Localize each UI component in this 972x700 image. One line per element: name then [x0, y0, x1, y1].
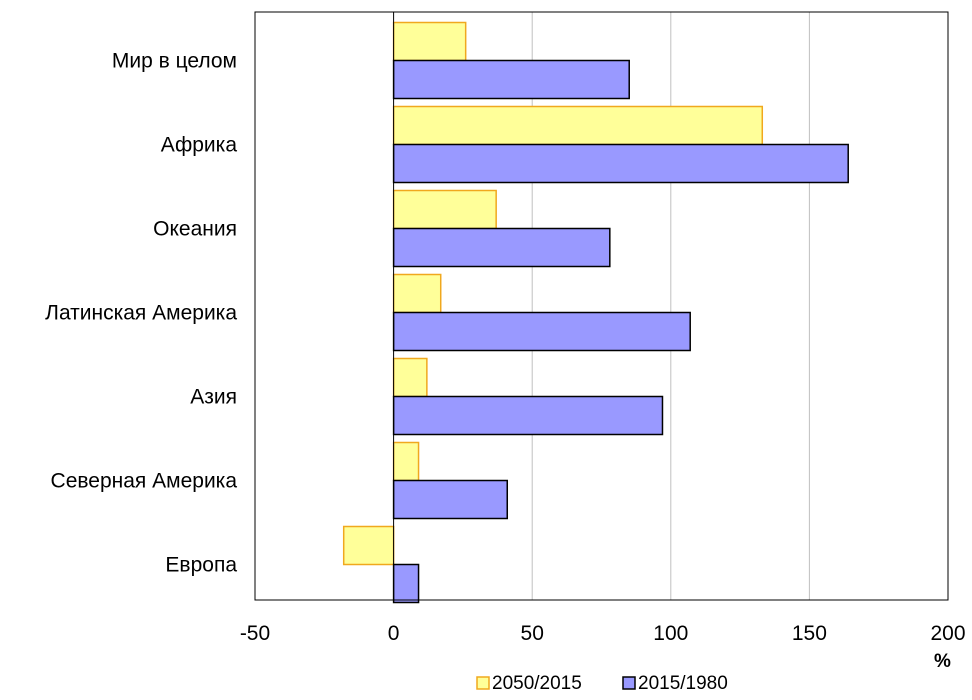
legend-label-2050-2015: 2050/2015	[492, 673, 582, 694]
bar-2050-2015	[392, 105, 764, 146]
x-tick-label: -50	[240, 622, 270, 645]
category-label: Океания	[153, 218, 237, 241]
x-tick-labels: -50 0 50 100 150 200	[240, 622, 966, 645]
x-tick-label: 0	[388, 622, 400, 645]
bar-2015-1980	[392, 143, 849, 184]
legend-swatch-2050-2015	[476, 676, 490, 690]
x-tick-label: 100	[653, 622, 688, 645]
bar-2050-2015	[392, 273, 442, 314]
unit-label: %	[934, 651, 951, 672]
x-tick-label: 200	[930, 622, 965, 645]
plot-area-border	[254, 11, 949, 601]
category-label: Европа	[165, 554, 237, 577]
x-tick-label: 50	[521, 622, 544, 645]
category-label: Африка	[161, 134, 238, 157]
category-labels: Мир в целом Африка Океания Латинская Америк…	[45, 50, 237, 577]
grid-lines	[531, 12, 810, 600]
category-label: Латинская Америка	[45, 302, 237, 325]
legend-label-2015-1980: 2015/1980	[638, 673, 728, 694]
bar-2050-2015	[392, 189, 497, 230]
bars	[342, 21, 849, 604]
bar-2015-1980	[392, 227, 611, 268]
bar-2015-1980	[392, 479, 509, 520]
category-label: Мир в целом	[112, 50, 237, 73]
x-tick-label: 150	[792, 622, 827, 645]
bar-2050-2015	[392, 357, 428, 398]
bar-2050-2015	[342, 525, 395, 566]
category-label: Азия	[190, 386, 237, 409]
bar-2015-1980	[392, 59, 630, 100]
bar-2015-1980	[392, 395, 664, 436]
category-label: Северная Америка	[51, 470, 238, 493]
legend-swatch-2015-1980	[622, 676, 636, 690]
bar-2050-2015	[392, 441, 420, 482]
bar-2050-2015	[392, 21, 467, 62]
bar-2015-1980	[392, 311, 691, 352]
legend: 2050/2015 2015/1980	[476, 673, 728, 694]
bar-2015-1980	[392, 563, 420, 604]
